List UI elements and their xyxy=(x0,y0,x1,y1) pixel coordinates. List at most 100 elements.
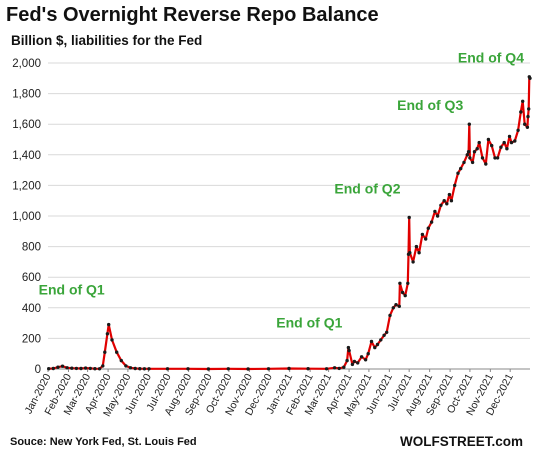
data-point xyxy=(480,156,485,160)
y-tick-label: 1,200 xyxy=(12,180,41,192)
y-tick-label: 1,600 xyxy=(12,119,41,131)
data-point xyxy=(186,367,190,371)
data-point xyxy=(407,215,411,220)
data-point xyxy=(388,313,392,318)
y-tick-label: 600 xyxy=(22,272,41,284)
data-point xyxy=(375,342,380,347)
data-point xyxy=(398,281,402,285)
data-point xyxy=(433,209,437,214)
annotation-label: End of Q3 xyxy=(397,97,463,113)
data-point xyxy=(486,137,491,142)
wolfstreet-watermark: WOLFSTREET.com xyxy=(399,434,523,449)
data-point xyxy=(346,345,351,350)
data-point xyxy=(411,260,415,264)
data-point xyxy=(505,147,509,151)
data-point xyxy=(83,366,88,370)
data-point xyxy=(509,140,514,145)
data-point xyxy=(414,244,419,249)
data-point xyxy=(226,367,230,371)
data-point xyxy=(105,332,110,336)
data-point xyxy=(110,338,114,342)
data-point xyxy=(324,367,329,371)
data-point xyxy=(138,367,142,371)
data-point xyxy=(65,366,69,370)
data-point xyxy=(495,156,500,160)
y-tick-label: 1,800 xyxy=(12,89,41,101)
y-tick-label: 2,000 xyxy=(12,58,41,70)
data-point xyxy=(468,156,472,160)
data-point xyxy=(528,76,532,81)
data-point xyxy=(435,214,440,218)
data-point xyxy=(103,350,107,354)
data-point xyxy=(337,366,341,371)
data-point xyxy=(56,365,60,369)
data-point xyxy=(470,160,475,165)
data-point xyxy=(391,306,395,310)
chart-subtitle: Billion $, liabilities for the Fed xyxy=(11,33,203,48)
data-point xyxy=(51,366,55,371)
y-tick-label: 800 xyxy=(22,242,41,254)
data-point xyxy=(516,128,520,132)
data-point xyxy=(467,122,471,126)
data-point xyxy=(408,251,412,255)
data-point xyxy=(400,290,405,295)
data-point xyxy=(449,199,454,203)
data-point xyxy=(439,203,443,207)
y-tick-label: 200 xyxy=(22,333,41,345)
data-point xyxy=(47,367,51,371)
data-point xyxy=(426,226,430,230)
data-point xyxy=(472,150,477,154)
data-point xyxy=(403,293,407,298)
data-point xyxy=(519,110,523,114)
data-point xyxy=(447,192,452,197)
data-point xyxy=(429,220,434,224)
data-point xyxy=(527,107,531,111)
data-point xyxy=(394,303,398,307)
data-point xyxy=(101,364,105,368)
data-point xyxy=(397,304,401,308)
annotation-label: End of Q1 xyxy=(39,282,105,298)
chart-title: Fed's Overnight Reverse Repo Balance xyxy=(6,4,379,26)
annotation-label: End of Q2 xyxy=(334,181,400,197)
data-point xyxy=(417,251,421,255)
data-point xyxy=(287,366,291,371)
data-point xyxy=(107,322,111,327)
data-point xyxy=(359,355,364,359)
data-point xyxy=(332,366,337,370)
data-point xyxy=(115,350,119,354)
data-point xyxy=(462,160,466,165)
data-point xyxy=(124,364,128,368)
annotation-label: End of Q4 xyxy=(458,49,524,65)
data-point xyxy=(165,367,170,371)
data-point xyxy=(521,99,525,104)
data-point xyxy=(352,359,357,364)
data-point xyxy=(60,364,65,368)
data-point xyxy=(142,367,147,371)
data-point xyxy=(526,114,530,119)
data-point xyxy=(445,202,449,206)
data-point xyxy=(406,281,410,285)
data-point xyxy=(342,365,346,369)
data-point xyxy=(97,367,102,371)
data-point xyxy=(456,171,460,175)
data-point xyxy=(347,348,351,353)
data-point xyxy=(266,367,271,371)
y-tick-label: 1,400 xyxy=(12,150,41,162)
data-point xyxy=(523,122,527,126)
annotation-label: End of Q1 xyxy=(276,315,342,331)
data-point xyxy=(459,166,463,171)
data-point xyxy=(385,330,389,334)
data-point xyxy=(147,367,151,371)
data-point xyxy=(74,366,79,371)
data-point xyxy=(499,145,503,149)
data-point xyxy=(490,143,494,148)
data-point xyxy=(133,366,137,371)
data-point xyxy=(379,338,383,342)
data-point xyxy=(382,333,386,337)
data-point xyxy=(366,352,370,356)
data-point xyxy=(206,367,211,371)
y-tick-label: 0 xyxy=(35,364,41,376)
data-point xyxy=(246,367,250,371)
